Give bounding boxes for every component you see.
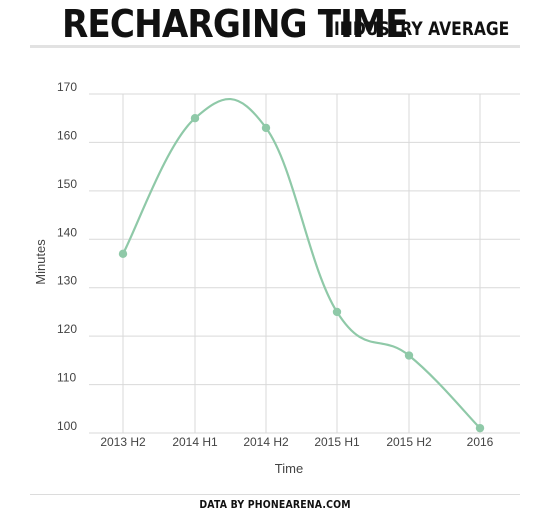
y-tick-label: 110: [57, 371, 76, 385]
data-point: [475, 423, 485, 433]
y-axis-ticks: 100 110 120 130 140 150 160 170: [57, 80, 77, 433]
data-point: [404, 351, 414, 360]
x-tick-label: 2015 H1: [314, 435, 360, 449]
footer-credit: DATA BY PHONEARENA.COM: [199, 498, 351, 511]
footer-credit-wrap: DATA BY PHONEARENA.COM: [0, 498, 550, 511]
y-tick-label: 160: [57, 128, 77, 142]
x-tick-label: 2014 H2: [243, 435, 289, 449]
x-axis-ticks: 2013 H2 2014 H1 2014 H2 2015 H1 2015 H2 2016: [100, 435, 493, 449]
series-line: [122, 97, 481, 429]
chart-subtitle: INDUSTRY AVERAGE: [334, 18, 510, 40]
chart-header: RECHARGING TIME INDUSTRY AVERAGE: [0, 0, 550, 48]
grid-lines: [89, 93, 520, 434]
y-tick-label: 150: [57, 177, 77, 191]
x-tick-label: 2013 H2: [100, 435, 146, 449]
x-tick-label: 2016: [467, 435, 494, 449]
data-point: [261, 123, 271, 133]
chart-title: RECHARGING TIME: [62, 2, 408, 46]
x-tick-label: 2015 H2: [386, 435, 432, 449]
y-axis-title: Minutes: [33, 239, 48, 285]
data-point: [190, 114, 200, 123]
y-tick-label: 120: [57, 322, 77, 336]
header-divider: [30, 45, 520, 48]
y-tick-label: 170: [57, 80, 77, 94]
data-point: [332, 307, 342, 317]
y-tick-label: 130: [57, 274, 77, 288]
footer-divider: [30, 494, 520, 495]
data-point: [118, 249, 128, 259]
data-points: [118, 114, 485, 433]
y-tick-label: 100: [57, 419, 77, 433]
x-axis-title: Time: [275, 461, 303, 476]
y-tick-label: 140: [57, 225, 77, 239]
x-tick-label: 2014 H1: [172, 435, 218, 449]
